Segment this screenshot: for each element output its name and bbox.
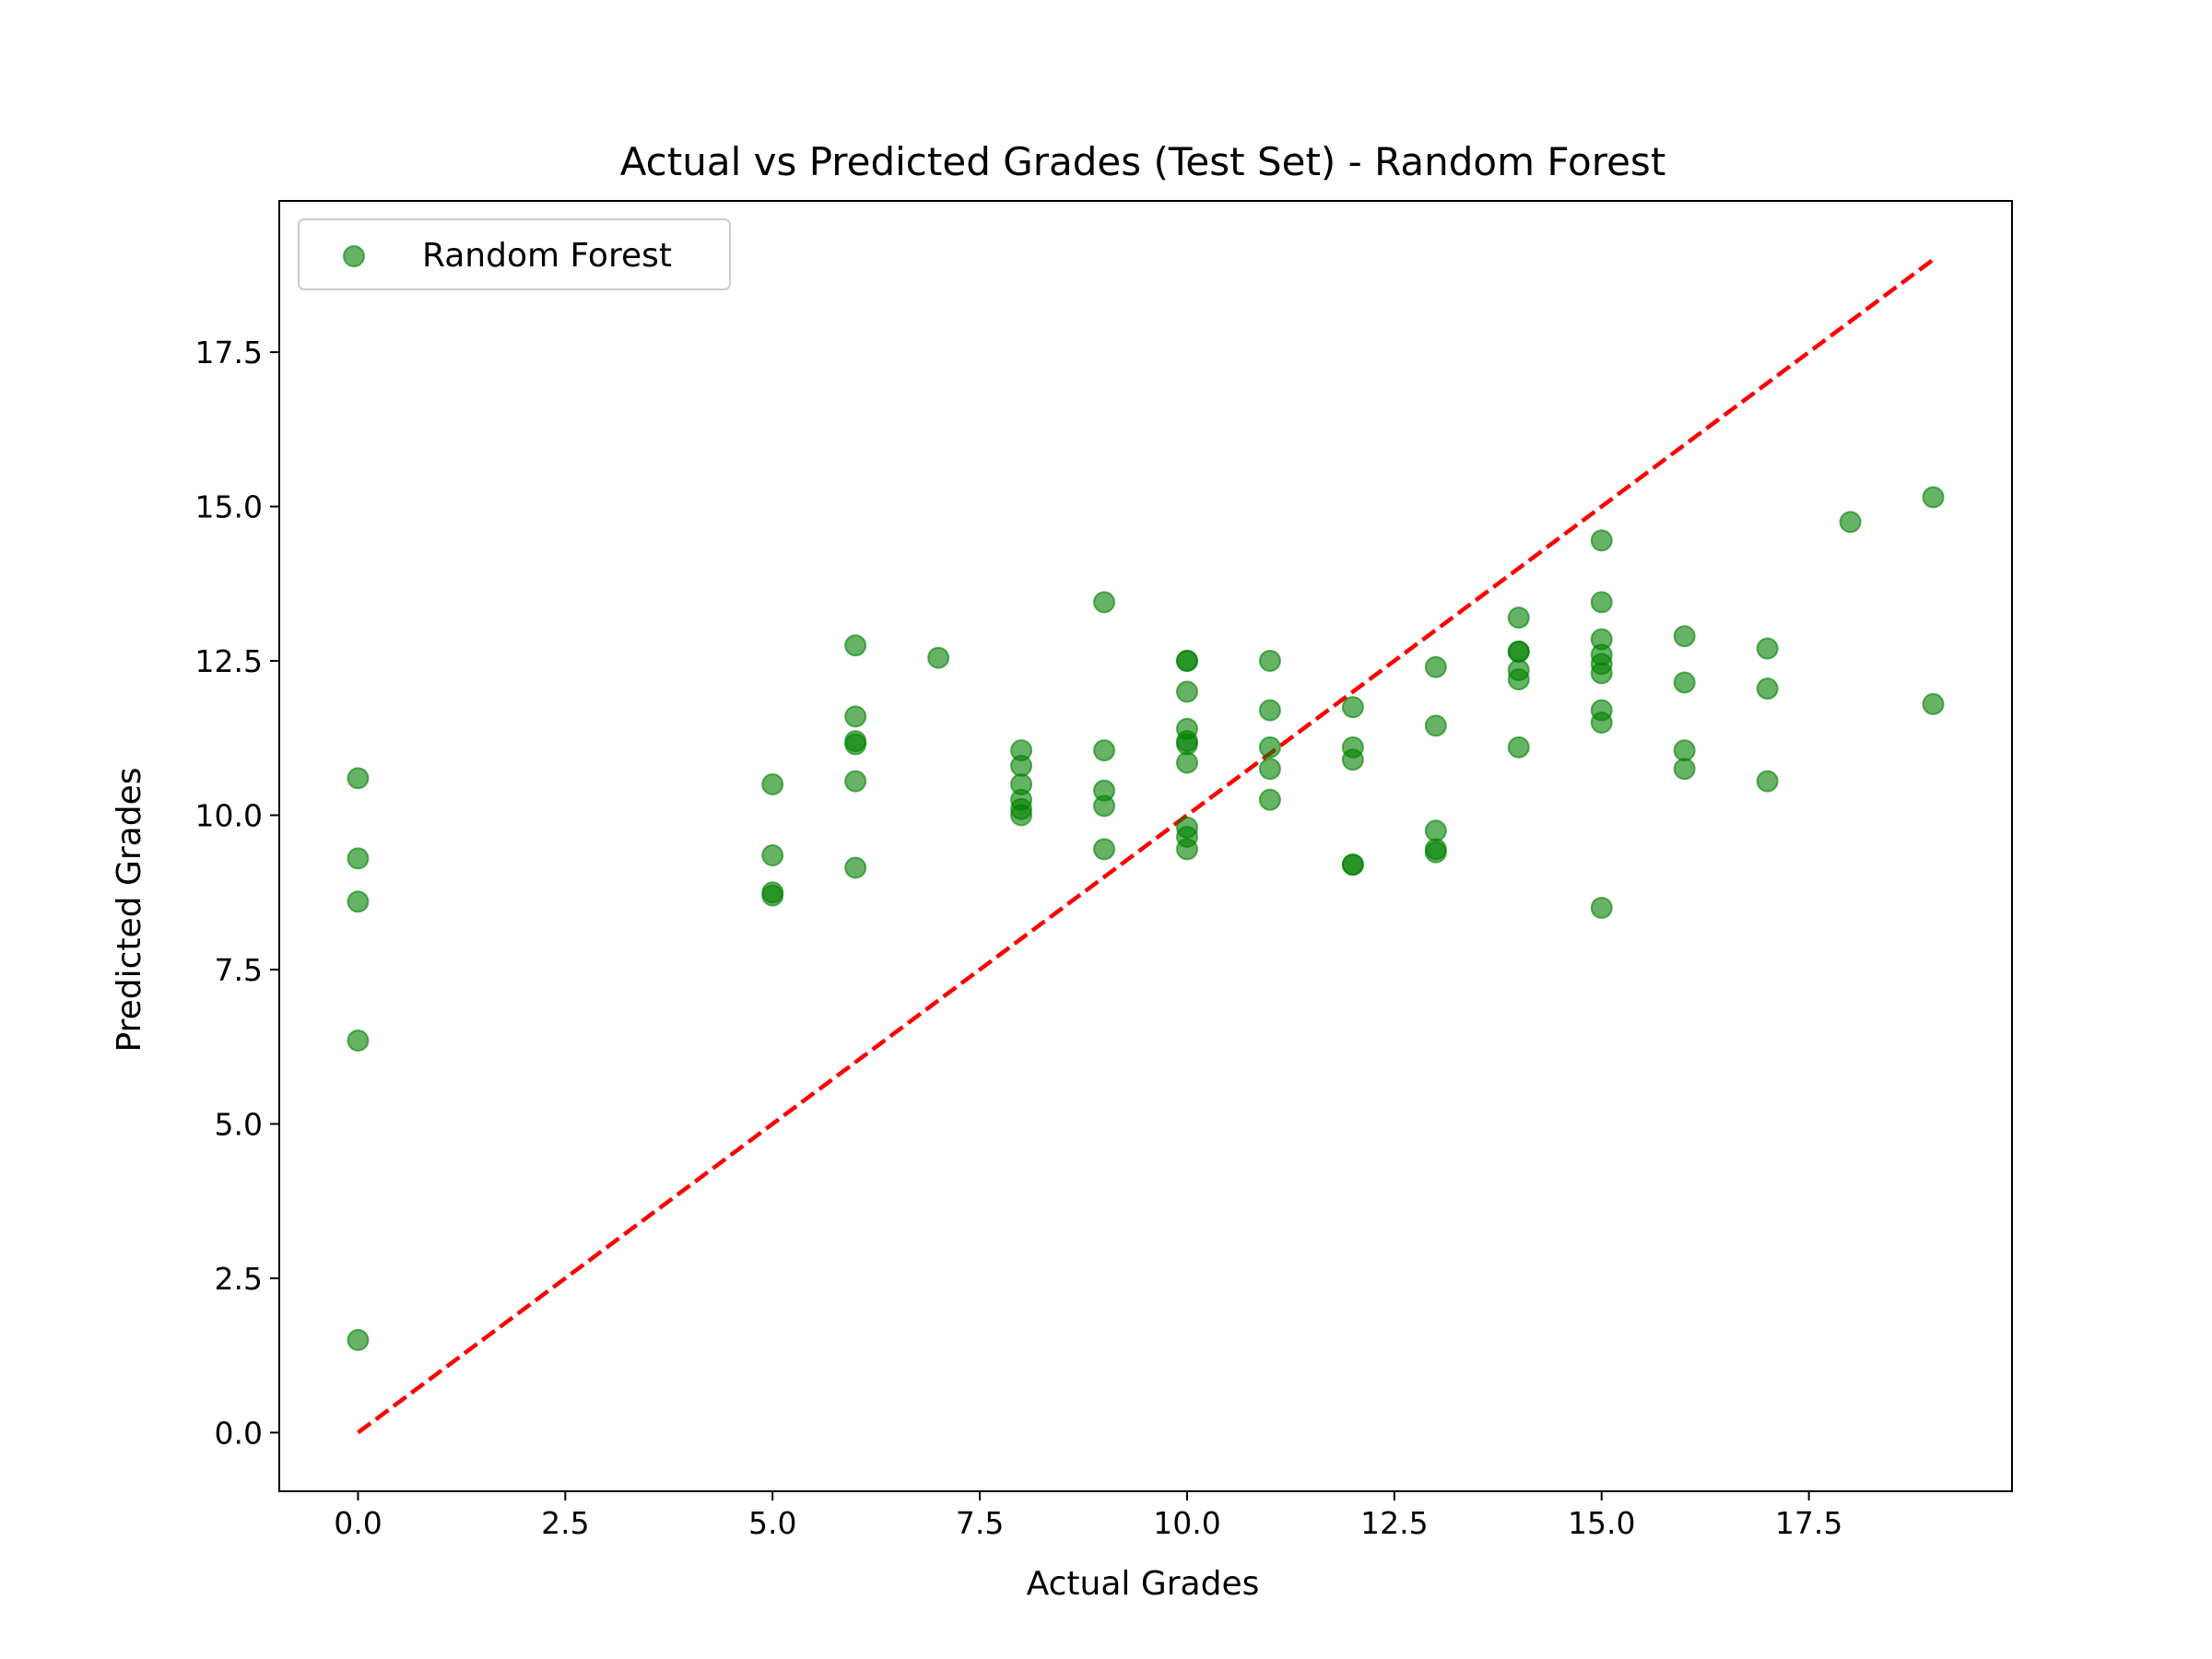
y-axis-label: Predicted Grades: [111, 768, 148, 1053]
data-point: [1756, 637, 1779, 660]
plot-area: [278, 200, 2013, 1492]
data-point: [1839, 511, 1862, 534]
data-point: [761, 844, 784, 867]
data-point: [1175, 680, 1198, 703]
data-point: [1590, 591, 1613, 614]
data-point: [1341, 853, 1364, 877]
data-point: [1010, 754, 1033, 777]
data-point: [347, 767, 370, 790]
y-tick-label: 17.5: [195, 335, 263, 371]
data-point: [844, 770, 867, 793]
data-point: [761, 773, 784, 796]
data-point: [844, 634, 867, 657]
data-point: [347, 890, 370, 913]
x-tick-label: 7.5: [956, 1505, 1004, 1541]
data-point: [1673, 739, 1696, 762]
data-point: [1673, 671, 1696, 694]
data-point: [1341, 696, 1364, 719]
legend: Random Forest: [298, 218, 731, 290]
y-tick-label: 5.0: [215, 1106, 263, 1142]
x-tick-label: 5.0: [748, 1505, 796, 1541]
x-tick-label: 15.0: [1568, 1505, 1635, 1541]
x-tick-label: 0.0: [334, 1505, 382, 1541]
data-point: [1507, 606, 1530, 629]
data-point: [1258, 758, 1281, 781]
data-point: [1258, 735, 1281, 759]
data-point: [1175, 838, 1198, 861]
y-axis: 0.0 2.5 5.0 7.5 10.0 12.5 15.0 17.5: [195, 335, 279, 1451]
data-point: [347, 1328, 370, 1351]
data-point: [1673, 758, 1696, 781]
y-tick-label: 15.0: [195, 489, 263, 525]
data-point: [1507, 668, 1530, 691]
data-point: [927, 646, 950, 669]
x-tick-label: 12.5: [1360, 1505, 1428, 1541]
data-point: [1424, 841, 1447, 864]
x-axis-label: Actual Grades: [1027, 1565, 1260, 1603]
legend-marker: [343, 245, 365, 267]
data-point: [1922, 486, 1945, 509]
data-point: [1258, 788, 1281, 811]
data-point: [1590, 529, 1613, 552]
data-point: [1258, 699, 1281, 722]
y-tick-label: 12.5: [195, 643, 263, 679]
data-point: [1590, 712, 1613, 735]
data-point: [844, 733, 867, 756]
data-point: [1673, 625, 1696, 648]
data-point: [1010, 804, 1033, 827]
y-tick-label: 10.0: [195, 798, 263, 834]
data-point: [1093, 739, 1116, 762]
data-point: [1424, 655, 1447, 678]
chart-title: Actual vs Predicted Grades (Test Set) - …: [620, 139, 1666, 184]
y-tick-label: 7.5: [215, 952, 263, 988]
data-point: [1341, 748, 1364, 771]
data-point: [1175, 650, 1198, 673]
data-point: [1507, 735, 1530, 759]
data-point: [1093, 838, 1116, 861]
data-point: [1590, 662, 1613, 685]
data-point: [1175, 751, 1198, 774]
data-point: [844, 705, 867, 728]
data-point: [1756, 770, 1779, 793]
data-point: [1756, 677, 1779, 700]
x-axis: 0.0 2.5 5.0 7.5 10.0 12.5 15.0 17.5: [334, 1491, 1842, 1541]
data-point: [1922, 692, 1945, 715]
data-point: [1507, 640, 1530, 663]
x-tick-label: 17.5: [1775, 1505, 1842, 1541]
x-tick-label: 10.0: [1153, 1505, 1220, 1541]
data-point: [347, 1030, 370, 1053]
y-tick-label: 0.0: [215, 1415, 263, 1451]
data-point: [1590, 896, 1613, 919]
y-tick-label: 2.5: [215, 1261, 263, 1297]
points-layer: [347, 486, 1945, 1351]
data-point: [1093, 794, 1116, 818]
plot-frame: [278, 200, 2013, 1492]
reference-line-layer: [357, 257, 1935, 1435]
data-point: [1258, 650, 1281, 673]
data-point: [347, 847, 370, 870]
data-point: [1093, 591, 1116, 614]
legend-label: Random Forest: [422, 237, 672, 275]
data-point: [1175, 733, 1198, 756]
data-point: [1424, 714, 1447, 737]
data-point: [1424, 819, 1447, 842]
data-point: [761, 884, 784, 907]
reference-line: [357, 257, 1935, 1435]
legend-box: [298, 218, 731, 290]
x-tick-label: 2.5: [541, 1505, 589, 1541]
data-point: [844, 856, 867, 879]
